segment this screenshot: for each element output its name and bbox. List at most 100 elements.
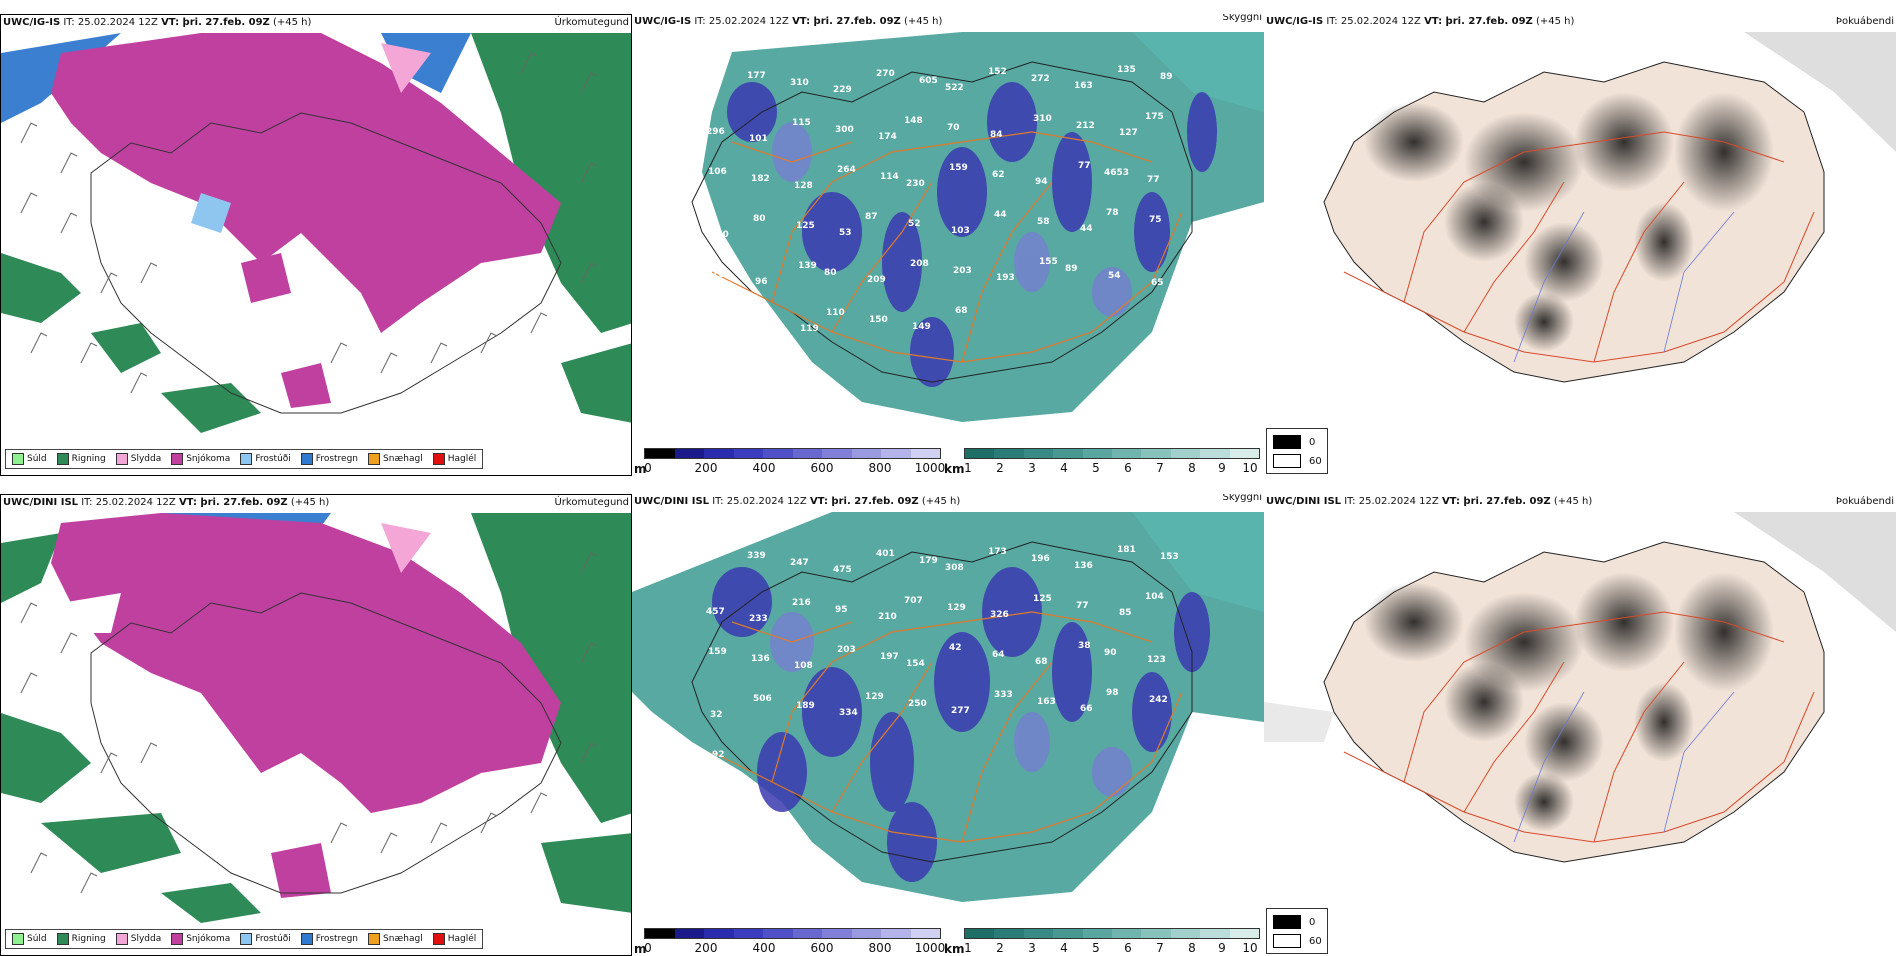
panel-variable-name: Skyggni: [1222, 494, 1262, 503]
visibility-values-bottom: 640 339 247 475 401 179 308 173 196 136 181 153 457 2…: [704, 544, 1179, 760]
visibility-value-label: 68: [1035, 657, 1048, 667]
visibility-value-label: 310: [1033, 114, 1052, 124]
visibility-value-label: 70: [947, 123, 960, 133]
visibility-value-label: 209: [867, 275, 886, 285]
panel-title: UWC/IG-IS IT: 25.02.2024 12Z VT: þri. 27…: [634, 16, 943, 27]
visibility-value-label: 89: [1065, 264, 1078, 274]
panel-title: UWC/DINI ISL IT: 25.02.2024 12Z VT: þri.…: [634, 496, 961, 507]
visibility-value-label: 139: [798, 261, 817, 271]
visibility-value-label: 401: [876, 549, 895, 559]
visibility-value-label: 247: [790, 558, 809, 568]
visibility-value-label: 230: [906, 179, 925, 189]
legend-item: Súld: [12, 933, 47, 945]
visibility-value-label: 475: [833, 565, 852, 575]
visibility-value-label: 605: [919, 76, 938, 86]
panel-title: UWC/DINI ISL IT: 25.02.2024 12Z VT: þri.…: [1266, 496, 1593, 507]
visibility-value-label: 300: [835, 125, 854, 135]
visibility-value-label: 155: [1039, 257, 1058, 267]
visibility-value-label: 80: [824, 268, 837, 278]
visibility-value-label: 296: [706, 127, 725, 137]
visibility-map: 640 339 247 475 401 179 308 173 196 136 181 153 457 2…: [632, 512, 1264, 912]
fog-legend: 0 60: [1266, 908, 1328, 954]
visibility-value-label: 457: [706, 607, 725, 617]
visibility-value-label: 264: [837, 165, 856, 175]
visibility-value-label: 339: [747, 551, 766, 561]
visibility-value-label: 250: [908, 699, 927, 709]
visibility-value-label: 163: [1074, 81, 1093, 91]
visibility-value-label: 94: [1035, 177, 1048, 187]
visibility-value-label: 128: [794, 181, 813, 191]
panel-variable-name: Skyggni: [1222, 14, 1262, 23]
precip-type-map: [1, 33, 631, 453]
visibility-value-label: 62: [992, 170, 1005, 180]
visibility-value-label: 181: [1117, 545, 1136, 555]
visibility-value-label: 119: [800, 324, 819, 334]
visibility-m-colorbar: m 0 200 400 600 800 1000: [634, 928, 945, 956]
visibility-value-label: 80: [753, 214, 766, 224]
visibility-value-label: 212: [1076, 121, 1095, 131]
visibility-value-label: 229: [833, 85, 852, 95]
visibility-value-label: 136: [751, 654, 770, 664]
visibility-value-label: 110: [826, 308, 845, 318]
visibility-value-label: 182: [751, 174, 770, 184]
visibility-value-label: 201: [757, 317, 776, 327]
visibility-value-label: 193: [996, 273, 1015, 283]
visibility-value-label: 129: [865, 692, 884, 702]
panel-variable-name: Úrkomutegund: [554, 17, 629, 28]
legend-item: Rigning: [56, 453, 106, 465]
visibility-value-label: 68: [955, 306, 968, 316]
ptype-panel-bottom: UWC/DINI ISL IT: 25.02.2024 12Z VT: þri.…: [0, 494, 632, 956]
visibility-value-label: 54: [1108, 271, 1121, 281]
visibility-value-label: 44: [994, 210, 1007, 220]
visibility-value-label: 85: [1119, 608, 1132, 618]
visibility-value-label: 150: [869, 315, 888, 325]
visibility-value-label: 42: [949, 643, 962, 653]
visibility-value-label: 216: [792, 598, 811, 608]
visibility-value-label: 333: [994, 690, 1013, 700]
visibility-value-label: 53: [839, 228, 852, 238]
panel-title: UWC/IG-IS IT: 25.02.2024 12Z VT: þri. 27…: [1266, 16, 1575, 27]
precip-type-legend: Súld Rigning Slydda Snjókoma Frostúði Fr…: [5, 929, 484, 949]
visibility-value-label: 208: [910, 259, 929, 269]
visibility-value-label: 89: [1160, 72, 1173, 82]
visibility-value-label: 77: [1078, 161, 1091, 171]
legend-item: Frostúði: [240, 933, 291, 945]
visibility-value-label: 308: [945, 563, 964, 573]
visibility-panel-top: UWC/IG-IS IT: 25.02.2024 12Z VT: þri. 27…: [632, 14, 1264, 476]
visibility-value-label: 135: [1117, 65, 1136, 75]
visibility-value-label: 203: [837, 645, 856, 655]
visibility-value-label: 153: [1160, 552, 1179, 562]
visibility-value-label: 4653: [1104, 168, 1129, 178]
visibility-value-label: 207: [704, 64, 723, 74]
visibility-value-label: 707: [904, 596, 923, 606]
fog-map: [1264, 512, 1896, 912]
visibility-value-label: 66: [1080, 704, 1093, 714]
visibility-values-top: 207 177 310 229 270 605 522 152 272 163 135 89 296 10…: [704, 64, 1173, 334]
legend-item: Haglél: [432, 453, 476, 465]
panel-variable-name: Þokuábendi: [1835, 16, 1894, 27]
precip-type-legend: Súld Rigning Slydda Snjókoma Frostúði Fr…: [5, 449, 484, 469]
fog-legend: 0 60: [1266, 428, 1328, 474]
visibility-value-label: 125: [796, 221, 815, 231]
panel-variable-name: Úrkomutegund: [554, 497, 629, 508]
visibility-value-label: 114: [880, 172, 899, 182]
visibility-value-label: 154: [906, 659, 925, 669]
legend-item: Frostúði: [240, 453, 291, 465]
visibility-value-label: 189: [796, 701, 815, 711]
visibility-value-label: 75: [1149, 215, 1162, 225]
visibility-value-label: 32: [710, 710, 723, 720]
visibility-value-label: 506: [753, 694, 772, 704]
visibility-value-label: 84: [990, 130, 1003, 140]
visibility-m-colorbar: m 0 200 400 600 800 1000: [634, 448, 945, 476]
visibility-value-label: 64: [992, 650, 1005, 660]
visibility-panel-bottom: UWC/DINI ISL IT: 25.02.2024 12Z VT: þri.…: [632, 494, 1264, 956]
visibility-value-label: 38: [1078, 641, 1091, 651]
visibility-value-label: 65: [1151, 278, 1164, 288]
visibility-value-label: 277: [951, 706, 970, 716]
legend-item: Snjókoma: [171, 933, 230, 945]
visibility-value-label: 159: [949, 163, 968, 173]
visibility-value-label: 196: [1031, 554, 1050, 564]
visibility-km-colorbar: km 1 2 3 4 5 6 7 8 9 10: [944, 448, 1262, 476]
visibility-value-label: 242: [1149, 695, 1168, 705]
legend-item: Haglél: [432, 933, 476, 945]
